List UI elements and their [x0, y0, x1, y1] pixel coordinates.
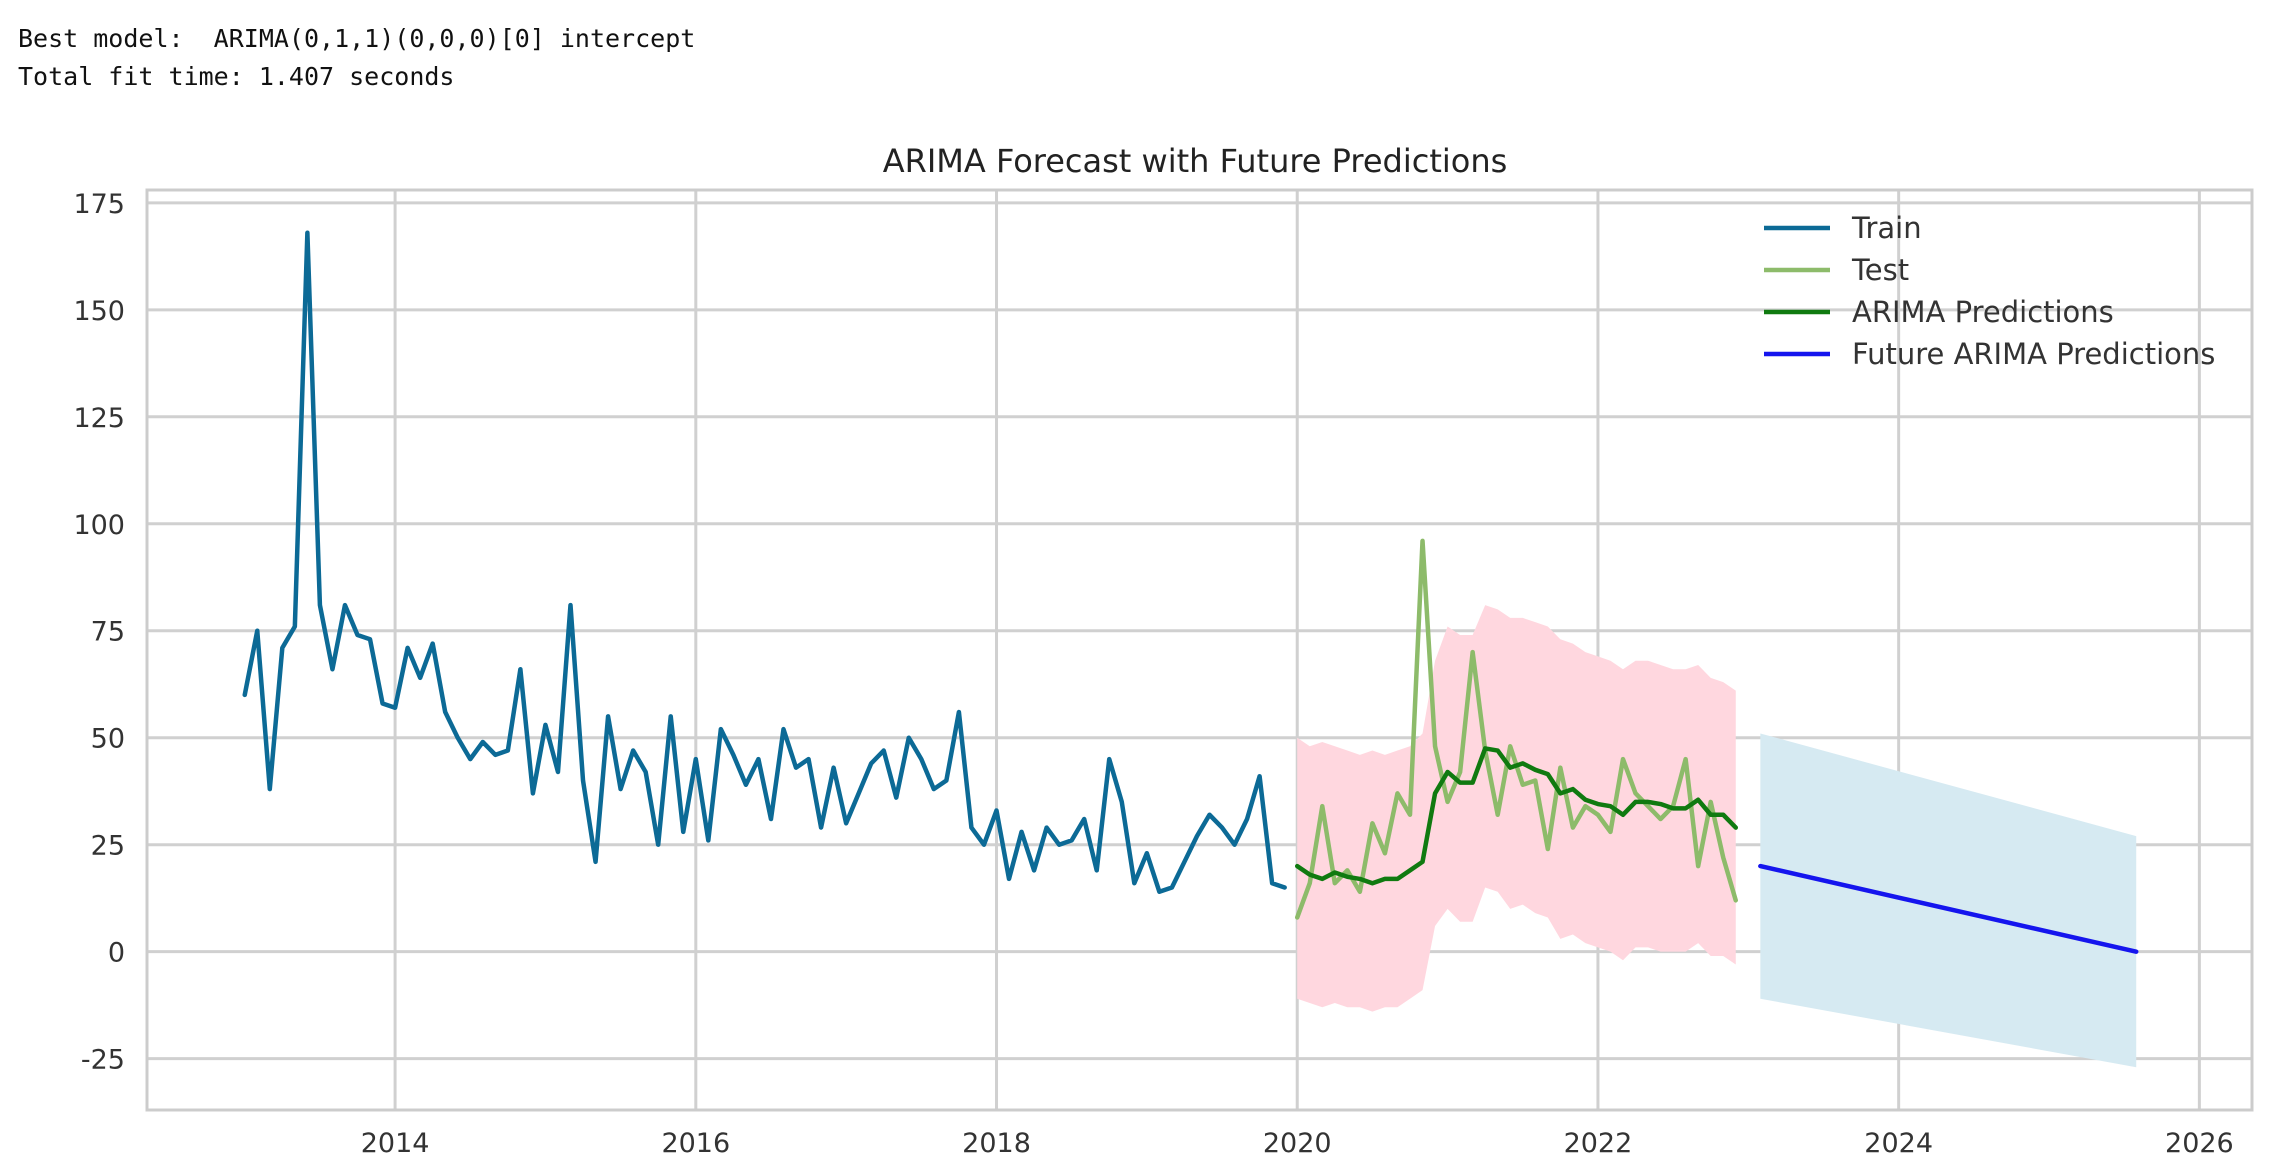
x-axis: 2014 2016 2018 2020 2022 2024 2026 [361, 1128, 2234, 1159]
x-tick-label: 2020 [1263, 1128, 1332, 1159]
console-output: Best model: ARIMA(0,1,1)(0,0,0)[0] inter… [18, 20, 695, 96]
x-tick-label: 2024 [1864, 1128, 1933, 1159]
arima-predictions-line [1294, 746, 1739, 886]
chart-title: ARIMA Forecast with Future Predictions [883, 142, 1508, 180]
arima-predictions-confidence-band [1297, 605, 1736, 1012]
x-tick-label: 2022 [1564, 1128, 1633, 1159]
legend: Train Test ARIMA Predictions Future ARIMA P… [1764, 211, 2215, 371]
plot-frame [145, 188, 2254, 1112]
legend-label: Test [1851, 253, 1909, 287]
y-tick-label: 50 [91, 724, 125, 755]
y-tick-label: 125 [73, 403, 125, 434]
x-tick-label: 2026 [2165, 1128, 2234, 1159]
x-tick-label: 2014 [361, 1128, 430, 1159]
grid [147, 190, 2252, 1110]
y-tick-label: 100 [73, 510, 125, 541]
legend-label: ARIMA Predictions [1852, 295, 2114, 329]
y-axis: 175 150 125 100 75 50 25 0 -25 [73, 189, 125, 1076]
y-tick-label: 25 [91, 831, 125, 862]
future-arima-predictions-line [1758, 863, 2139, 954]
train-line [242, 230, 1287, 895]
best-model-text: Best model: ARIMA(0,1,1)(0,0,0)[0] inter… [18, 24, 696, 53]
y-tick-label: 0 [108, 938, 125, 969]
x-tick-label: 2018 [962, 1128, 1031, 1159]
x-tick-label: 2016 [661, 1128, 730, 1159]
legend-label: Train [1851, 211, 1922, 245]
y-tick-label: 75 [91, 617, 125, 648]
confidence-bands [1297, 605, 2137, 1068]
fit-time-text: Total fit time: 1.407 seconds [18, 62, 455, 91]
y-tick-label: -25 [81, 1045, 125, 1076]
series-lines [242, 230, 2139, 954]
y-tick-label: 150 [73, 296, 125, 327]
y-tick-label: 175 [73, 189, 125, 220]
legend-label: Future ARIMA Predictions [1852, 337, 2215, 371]
future-arima-predictions-confidence-band [1760, 733, 2137, 1068]
